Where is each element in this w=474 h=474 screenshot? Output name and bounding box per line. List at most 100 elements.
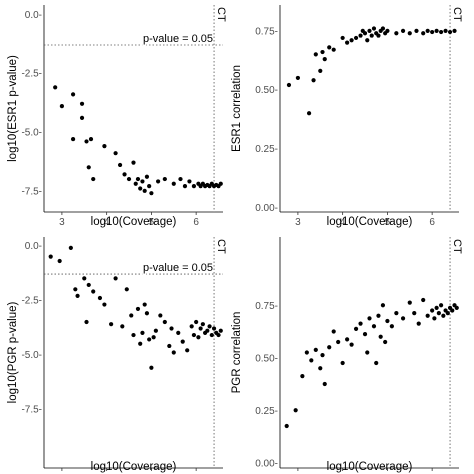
plot-area: [44, 237, 223, 468]
y-tick-label: 0.25-: [255, 144, 278, 155]
y-tick-label: 0.0-: [25, 10, 42, 21]
data-point: [439, 303, 444, 308]
y-axis-label: ESR1 correlation: [231, 65, 243, 152]
data-point: [79, 115, 85, 121]
y-tick-label: -5.0-: [21, 350, 42, 361]
data-point: [147, 337, 152, 342]
data-point: [194, 319, 199, 325]
data-point: [425, 28, 430, 33]
data-point: [129, 313, 134, 318]
x-tick-label: 3: [59, 217, 65, 228]
data-point: [412, 311, 417, 316]
x-tick-label: 3: [295, 217, 301, 228]
data-point: [407, 300, 412, 305]
data-point: [304, 350, 309, 355]
y-tick-label: -2.5-: [21, 69, 42, 80]
data-point: [91, 289, 96, 294]
data-point: [306, 111, 312, 116]
data-point: [138, 341, 143, 346]
data-point: [120, 324, 125, 329]
data-point: [209, 332, 214, 338]
data-point: [322, 381, 327, 387]
data-point: [385, 318, 390, 324]
data-point: [144, 311, 150, 316]
data-point: [362, 31, 368, 36]
data-point: [439, 29, 444, 35]
y-axis-label: PGR correlation: [231, 312, 243, 394]
data-point: [171, 181, 176, 186]
data-point: [131, 332, 136, 338]
y-tick-label: 0.00-: [255, 458, 278, 469]
data-point: [109, 322, 114, 327]
data-point: [376, 313, 381, 318]
data-point: [102, 144, 107, 149]
data-point: [167, 343, 172, 349]
data-point: [113, 151, 118, 156]
data-point: [102, 302, 107, 307]
plot-area: [280, 5, 459, 212]
data-point: [156, 179, 161, 184]
data-point: [445, 311, 450, 316]
data-point: [454, 305, 459, 310]
data-point: [286, 82, 292, 88]
data-point: [358, 321, 363, 326]
data-point: [198, 326, 203, 331]
panel-pgr-correlation: 3 4 5 6 0.00- 0.25- 0.50- 0.75- CT log10(Coverage…: [231, 216, 463, 474]
data-point: [180, 339, 185, 344]
data-point: [70, 92, 76, 97]
data-point: [84, 319, 89, 325]
data-point: [443, 28, 448, 33]
data-point: [135, 176, 141, 182]
data-point: [91, 176, 96, 182]
data-point: [300, 374, 305, 379]
data-point: [147, 184, 152, 189]
data-point: [414, 28, 419, 33]
data-point: [70, 136, 76, 142]
data-point: [331, 329, 336, 334]
y-tick-label: -2.5-: [21, 296, 42, 307]
data-point: [432, 316, 437, 321]
data-point: [327, 345, 332, 350]
data-point: [151, 335, 156, 340]
x-tick-label: 6: [193, 217, 199, 228]
data-point: [336, 339, 341, 345]
x-tick-label: 5: [385, 217, 391, 228]
data-point: [57, 258, 62, 264]
data-point: [79, 101, 85, 106]
threshold-label: p-value = 0.05: [143, 33, 213, 45]
data-point: [376, 33, 381, 38]
data-point: [75, 293, 80, 298]
ct-label: CT: [451, 7, 463, 22]
data-point: [367, 316, 372, 321]
data-point: [216, 332, 221, 338]
data-point: [309, 358, 314, 363]
data-point: [385, 28, 390, 33]
data-point: [425, 313, 430, 318]
data-point: [88, 136, 94, 142]
data-point: [447, 29, 453, 35]
data-point: [48, 254, 53, 259]
x-tick-label: 4: [104, 217, 110, 228]
data-point: [345, 337, 350, 342]
y-tick-label: -7.5-: [21, 186, 42, 197]
data-point: [345, 40, 350, 45]
data-point: [313, 347, 318, 352]
data-point: [82, 276, 87, 281]
data-point: [189, 324, 194, 329]
y-tick-label: 0.00-: [255, 203, 278, 214]
x-tick-label: 4: [340, 217, 346, 228]
data-point: [176, 330, 181, 335]
data-point: [140, 330, 145, 335]
data-point: [371, 26, 377, 31]
data-point: [142, 302, 147, 307]
data-point: [187, 179, 192, 184]
y-tick-label: 0.75-: [255, 301, 278, 312]
data-point: [153, 328, 158, 333]
data-point: [320, 49, 325, 55]
data-point: [421, 297, 426, 303]
data-point: [371, 324, 377, 329]
data-point: [380, 26, 386, 31]
data-point: [144, 174, 150, 179]
ct-label: CT: [215, 7, 227, 22]
